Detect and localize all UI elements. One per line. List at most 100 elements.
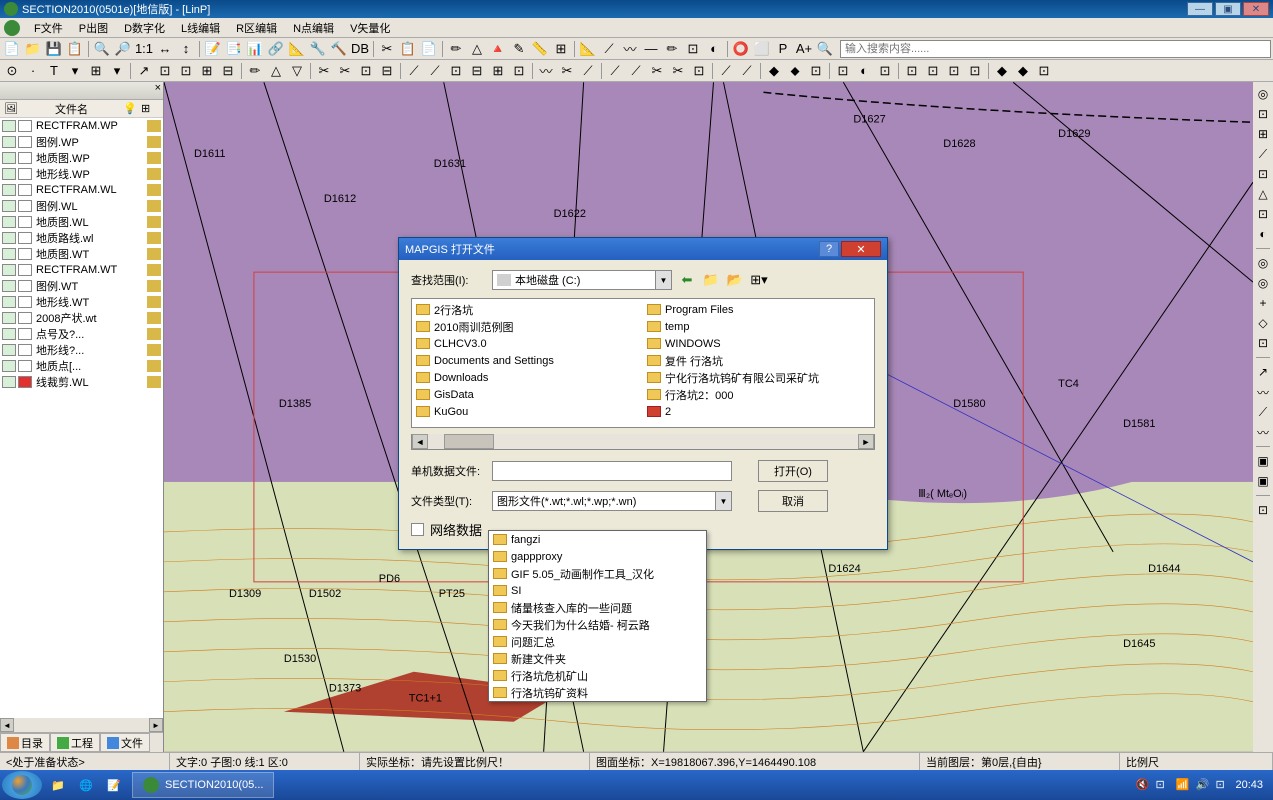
- open-button[interactable]: 打开(O): [758, 460, 828, 482]
- toolbar-button[interactable]: 〰: [620, 40, 640, 58]
- toolbar-button[interactable]: 💾: [44, 40, 64, 58]
- dropdown-item[interactable]: 新建文件夹: [489, 650, 706, 667]
- dropdown-item[interactable]: GIF 5.05_动画制作工具_汉化: [489, 565, 706, 582]
- right-tool-button[interactable]: △: [1255, 186, 1271, 202]
- toolbar-button[interactable]: ✂: [647, 62, 667, 80]
- toolbar-button[interactable]: ⊞: [197, 62, 217, 80]
- right-tool-button[interactable]: ▣: [1255, 453, 1271, 469]
- combo-dropdown-icon[interactable]: ▼: [715, 492, 731, 510]
- sidebar-tab[interactable]: 文件: [100, 733, 150, 752]
- file-row[interactable]: 地形线?...: [0, 342, 163, 358]
- file-checkbox[interactable]: [2, 120, 16, 132]
- toolbar-button[interactable]: A+: [794, 40, 814, 58]
- clock[interactable]: 20:43: [1235, 779, 1263, 791]
- right-tool-button[interactable]: ◐: [1255, 226, 1271, 242]
- toolbar-button[interactable]: ✎: [509, 40, 529, 58]
- folder-item[interactable]: temp: [645, 318, 872, 335]
- file-browser-scroll[interactable]: ◄ ►: [411, 434, 875, 450]
- right-tool-button[interactable]: ⊡: [1255, 166, 1271, 182]
- filetype-combo[interactable]: 图形文件(*.wt;*.wl;*.wp;*.wn) ▼: [492, 491, 732, 511]
- toolbar-button[interactable]: 🔗: [266, 40, 286, 58]
- dropdown-item[interactable]: 储量核查入库的一些问题: [489, 599, 706, 616]
- scroll-left-icon[interactable]: ◄: [412, 434, 428, 449]
- toolbar-button[interactable]: ⭕: [731, 40, 751, 58]
- file-checkbox[interactable]: [2, 232, 16, 244]
- filename-input[interactable]: [492, 461, 732, 481]
- scroll-left-icon[interactable]: ◄: [0, 718, 14, 732]
- file-row[interactable]: 点号及?...: [0, 326, 163, 342]
- menu-item[interactable]: P出图: [71, 23, 116, 35]
- menu-item[interactable]: N点编辑: [285, 23, 342, 35]
- file-row[interactable]: 图例.WP: [0, 134, 163, 150]
- ql-1[interactable]: 📁: [46, 773, 70, 797]
- right-tool-button[interactable]: ⊡: [1255, 335, 1271, 351]
- file-row[interactable]: 地质图.WP: [0, 150, 163, 166]
- folder-item[interactable]: 行洛坑2：000: [645, 386, 872, 403]
- right-tool-button[interactable]: 〰: [1255, 424, 1271, 440]
- sidebar-hscroll[interactable]: ◄ ►: [0, 718, 163, 732]
- file-checkbox[interactable]: [2, 376, 16, 388]
- file-row[interactable]: 地质点[...: [0, 358, 163, 374]
- dialog-titlebar[interactable]: MAPGIS 打开文件 ? ✕: [399, 238, 887, 260]
- file-row[interactable]: 地形线.WP: [0, 166, 163, 182]
- taskbar-app[interactable]: SECTION2010(05...: [132, 772, 274, 798]
- dialog-help-button[interactable]: ?: [819, 241, 839, 257]
- tray-icon[interactable]: 🔇: [1135, 778, 1149, 792]
- right-tool-button[interactable]: ⊡: [1255, 106, 1271, 122]
- file-checkbox[interactable]: [2, 280, 16, 292]
- toolbar-button[interactable]: ⊡: [944, 62, 964, 80]
- toolbar-button[interactable]: 🔍: [815, 40, 835, 58]
- file-checkbox[interactable]: [2, 136, 16, 148]
- file-checkbox[interactable]: [2, 312, 16, 324]
- scroll-right-icon[interactable]: ►: [858, 434, 874, 449]
- toolbar-button[interactable]: 🔨: [329, 40, 349, 58]
- toolbar-button[interactable]: 〰: [536, 62, 556, 80]
- cancel-button[interactable]: 取消: [758, 490, 828, 512]
- toolbar-button[interactable]: ◐: [704, 40, 724, 58]
- toolbar-button[interactable]: ✏: [662, 40, 682, 58]
- toolbar-button[interactable]: ↗: [134, 62, 154, 80]
- menu-item[interactable]: R区编辑: [228, 23, 285, 35]
- nav-new-icon[interactable]: 📂: [726, 271, 744, 289]
- ql-3[interactable]: 📝: [102, 773, 126, 797]
- toolbar-button[interactable]: ⟋: [404, 62, 424, 80]
- right-tool-button[interactable]: ⊡: [1255, 502, 1271, 518]
- toolbar-button[interactable]: ⊡: [683, 40, 703, 58]
- folder-item[interactable]: 2: [645, 403, 872, 420]
- right-tool-button[interactable]: +: [1255, 295, 1271, 311]
- ql-2[interactable]: 🌐: [74, 773, 98, 797]
- file-checkbox[interactable]: [2, 296, 16, 308]
- dropdown-item[interactable]: SI: [489, 582, 706, 599]
- toolbar-button[interactable]: ⊡: [509, 62, 529, 80]
- folder-item[interactable]: Program Files: [645, 301, 872, 318]
- tray-icon[interactable]: ⊡: [1155, 778, 1169, 792]
- toolbar-button[interactable]: ·: [23, 62, 43, 80]
- right-tool-button[interactable]: ◎: [1255, 275, 1271, 291]
- toolbar-button[interactable]: 📊: [245, 40, 265, 58]
- toolbar-button[interactable]: 📋: [65, 40, 85, 58]
- toolbar-button[interactable]: ◆: [764, 62, 784, 80]
- toolbar-button[interactable]: ⊟: [377, 62, 397, 80]
- file-checkbox[interactable]: [2, 248, 16, 260]
- toolbar-button[interactable]: ⟋: [626, 62, 646, 80]
- toolbar-button[interactable]: P: [773, 40, 793, 58]
- toolbar-button[interactable]: T: [44, 62, 64, 80]
- right-tool-button[interactable]: ⟋: [1255, 404, 1271, 420]
- toolbar-button[interactable]: ⊡: [446, 62, 466, 80]
- toolbar-button[interactable]: ⟋: [599, 40, 619, 58]
- sidebar-close-icon[interactable]: ×: [155, 82, 161, 94]
- toolbar-button[interactable]: ⟋: [605, 62, 625, 80]
- toolbar-button[interactable]: 🔍: [92, 40, 112, 58]
- toolbar-button[interactable]: —: [641, 40, 661, 58]
- toolbar-button[interactable]: ◆: [1013, 62, 1033, 80]
- sidebar-tab[interactable]: 目录: [0, 733, 50, 752]
- toolbar-button[interactable]: ✂: [314, 62, 334, 80]
- sidebar-tab[interactable]: 工程: [50, 733, 100, 752]
- toolbar-button[interactable]: 📄: [419, 40, 439, 58]
- folder-item[interactable]: KuGou: [414, 403, 641, 420]
- tray-icon[interactable]: 🔊: [1195, 778, 1209, 792]
- toolbar-button[interactable]: ↔: [155, 40, 175, 58]
- folder-item[interactable]: CLHCV3.0: [414, 335, 641, 352]
- nav-back-icon[interactable]: ⬅: [678, 271, 696, 289]
- toolbar-button[interactable]: ⊡: [902, 62, 922, 80]
